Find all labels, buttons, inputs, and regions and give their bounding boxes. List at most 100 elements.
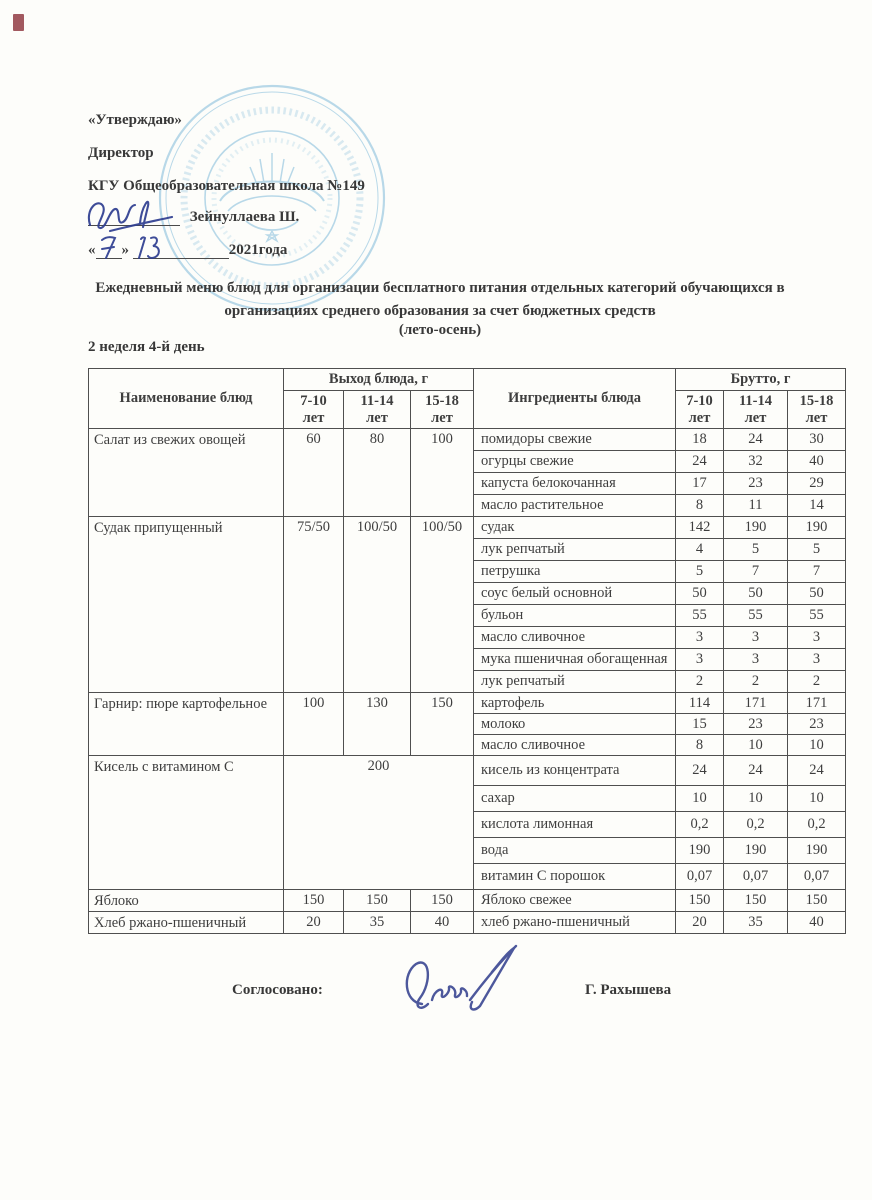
handwritten-month-icon bbox=[137, 236, 160, 260]
ingredient-cell: бульон bbox=[473, 604, 676, 627]
output-value-cell: 75/50 bbox=[283, 516, 344, 693]
gross-value-cell: 50 bbox=[723, 582, 788, 605]
header-age-group: 7-10 лет bbox=[675, 390, 724, 429]
gross-value-cell: 190 bbox=[675, 837, 724, 864]
ingredient-cell: лук репчатый bbox=[473, 538, 676, 561]
gross-value-cell: 24 bbox=[787, 755, 846, 786]
ingredient-cell: лук репчатый bbox=[473, 670, 676, 693]
header-dish: Наименование блюд bbox=[88, 368, 284, 429]
director-signature-icon bbox=[87, 200, 174, 233]
gross-value-cell: 150 bbox=[675, 889, 724, 912]
table-row: Гарнир: пюре картофельное 100 130 150 картоф… bbox=[88, 692, 846, 756]
ingredient-cell: масло растительное bbox=[473, 494, 676, 517]
output-value-cell: 80 bbox=[343, 428, 411, 517]
title-line-2: организациях среднего образования за сче… bbox=[224, 303, 656, 319]
gross-value-cell: 10 bbox=[787, 734, 846, 756]
week-day-label: 2 неделя 4-й день bbox=[88, 339, 205, 355]
header-age-group: 11-14 лет bbox=[343, 390, 411, 429]
gross-value-cell: 23 bbox=[723, 472, 788, 495]
handwritten-day-icon bbox=[100, 236, 116, 259]
age-group-line: 15-18 bbox=[799, 392, 834, 409]
ingredient-cell: судак bbox=[473, 516, 676, 539]
date-month-line bbox=[132, 236, 229, 260]
header-output: Выход блюда, г bbox=[283, 368, 474, 391]
age-group-line: лет bbox=[805, 409, 828, 426]
table-row: капуста белокочанная 17 23 29 bbox=[89, 472, 846, 495]
gross-value-cell: 10 bbox=[723, 785, 788, 812]
output-value-cell: 35 bbox=[343, 911, 411, 934]
gross-value-cell: 0,2 bbox=[675, 811, 724, 838]
director-title: Директор bbox=[88, 145, 154, 161]
gross-value-cell: 3 bbox=[723, 626, 788, 649]
age-group-line: 15-18 bbox=[425, 392, 459, 409]
gross-value-cell: 55 bbox=[723, 604, 788, 627]
gross-value-cell: 171 bbox=[787, 692, 846, 714]
gross-value-cell: 24 bbox=[723, 428, 788, 451]
gross-value-cell: 0,2 bbox=[787, 811, 846, 838]
gross-value-cell: 10 bbox=[723, 734, 788, 756]
gross-value-cell: 114 bbox=[675, 692, 724, 714]
gross-value-cell: 7 bbox=[787, 560, 846, 583]
output-value-cell: 100/50 bbox=[343, 516, 411, 693]
gross-value-cell: 32 bbox=[723, 450, 788, 473]
year-label: 2021года bbox=[228, 242, 288, 258]
table-row: соус белый основной 50 50 50 bbox=[89, 582, 846, 605]
gross-value-cell: 15 bbox=[675, 713, 724, 735]
gross-value-cell: 4 bbox=[675, 538, 724, 561]
approval-block: «Утверждаю» Директор КГУ Общеобразовател… bbox=[87, 110, 365, 266]
gross-value-cell: 142 bbox=[675, 516, 724, 539]
table-row: Салат из свежих овощей 60 80 100 помидоры св… bbox=[88, 428, 846, 517]
table-row: масло растительное 8 11 14 bbox=[89, 494, 846, 517]
gross-value-cell: 190 bbox=[787, 516, 846, 539]
header-row-1: Наименование блюд Выход блюда, г Ингредиен… bbox=[88, 368, 846, 429]
ingredient-cell: помидоры свежие bbox=[473, 428, 676, 451]
gross-value-cell: 3 bbox=[723, 648, 788, 671]
school-round-stamp-icon bbox=[158, 84, 386, 312]
output-value-cell: 150 bbox=[283, 889, 344, 912]
gross-value-cell: 190 bbox=[723, 837, 788, 864]
age-group-line: лет bbox=[744, 409, 767, 426]
gross-value-cell: 0,07 bbox=[723, 863, 788, 890]
signature-line bbox=[87, 200, 180, 233]
dish-name-cell: Судак припущенный bbox=[88, 516, 284, 693]
age-group-line: лет bbox=[366, 409, 388, 426]
gross-value-cell: 0,07 bbox=[787, 863, 846, 890]
output-value-cell: 60 bbox=[283, 428, 344, 517]
table-row: вода 190 190 190 bbox=[89, 837, 846, 864]
gross-value-cell: 0,07 bbox=[675, 863, 724, 890]
age-group-line: 11-14 bbox=[738, 392, 773, 409]
approve-word: «Утверждаю» bbox=[88, 112, 182, 128]
header-age-group: 15-18 лет bbox=[410, 390, 474, 429]
gross-value-cell: 10 bbox=[787, 785, 846, 812]
header-ingredients: Ингредиенты блюда bbox=[473, 368, 676, 429]
agreed-person-name: Г. Рахышева bbox=[585, 982, 672, 998]
date-day-line bbox=[95, 236, 122, 259]
ingredient-cell: сахар bbox=[473, 785, 676, 812]
gross-value-cell: 8 bbox=[675, 494, 724, 517]
director-signature-row: Зейнуллаева Ш. bbox=[87, 200, 365, 242]
age-group-line: лет bbox=[302, 409, 325, 426]
gross-value-cell: 11 bbox=[723, 494, 788, 517]
output-value-cell: 130 bbox=[343, 692, 411, 756]
ingredient-cell: картофель bbox=[473, 692, 676, 714]
gross-value-cell: 171 bbox=[723, 692, 788, 714]
gross-value-cell: 24 bbox=[675, 450, 724, 473]
age-group-line: 11-14 bbox=[360, 392, 394, 409]
output-value-cell: 100 bbox=[410, 428, 474, 517]
ingredient-cell: петрушка bbox=[473, 560, 676, 583]
output-value-cell: 150 bbox=[410, 889, 474, 912]
table-row: лук репчатый 2 2 2 bbox=[89, 670, 846, 693]
gross-value-cell: 18 bbox=[675, 428, 724, 451]
age-group-line: 7-10 bbox=[300, 392, 327, 409]
gross-value-cell: 30 bbox=[787, 428, 846, 451]
document-title: Ежедневный меню блюд для организации бес… bbox=[60, 277, 820, 323]
gross-value-cell: 14 bbox=[787, 494, 846, 517]
quote-open: « bbox=[88, 242, 96, 258]
gross-value-cell: 0,2 bbox=[723, 811, 788, 838]
ingredient-cell: масло сливочное bbox=[473, 626, 676, 649]
gross-value-cell: 7 bbox=[723, 560, 788, 583]
table-head: Наименование блюд Выход блюда, г Ингредиен… bbox=[88, 368, 846, 429]
gross-value-cell: 3 bbox=[787, 648, 846, 671]
scan-artifact-mark bbox=[13, 14, 24, 31]
